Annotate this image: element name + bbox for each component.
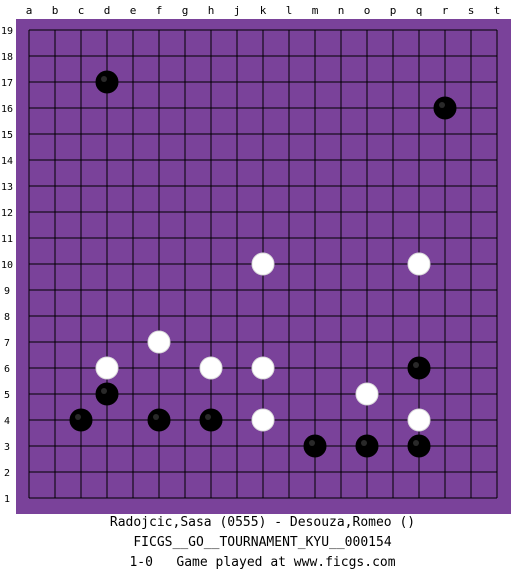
row-label-12: 12 bbox=[1, 208, 13, 219]
black-stone-f4 bbox=[147, 408, 171, 432]
black-stone-h4 bbox=[199, 408, 223, 432]
column-label-b: b bbox=[52, 4, 59, 17]
white-stone-d6 bbox=[95, 356, 119, 380]
black-stone-q6 bbox=[407, 356, 431, 380]
row-label-8: 8 bbox=[4, 312, 10, 323]
row-label-9: 9 bbox=[4, 286, 10, 297]
black-stone-c4 bbox=[69, 408, 93, 432]
column-label-j: j bbox=[234, 4, 241, 17]
row-label-11: 11 bbox=[1, 234, 13, 245]
column-label-m: m bbox=[312, 4, 319, 17]
white-stone-k10 bbox=[251, 252, 275, 276]
column-label-n: n bbox=[338, 4, 345, 17]
row-label-3: 3 bbox=[4, 442, 10, 453]
black-stone-highlight bbox=[153, 414, 159, 420]
white-stone-q10 bbox=[407, 252, 431, 276]
black-stone-r16 bbox=[433, 96, 457, 120]
black-stone-q3 bbox=[407, 434, 431, 458]
column-label-p: p bbox=[390, 4, 397, 17]
row-label-4: 4 bbox=[4, 416, 10, 427]
column-label-o: o bbox=[364, 4, 371, 17]
white-stone-f7 bbox=[147, 330, 171, 354]
black-stone-highlight bbox=[413, 440, 419, 446]
column-label-q: q bbox=[416, 4, 423, 17]
row-label-1: 1 bbox=[4, 494, 10, 505]
black-stone-highlight bbox=[101, 76, 107, 82]
black-stone-highlight bbox=[309, 440, 315, 446]
column-label-r: r bbox=[442, 4, 449, 17]
black-stone-highlight bbox=[75, 414, 81, 420]
row-label-16: 16 bbox=[1, 104, 13, 115]
column-label-g: g bbox=[182, 4, 189, 17]
row-label-7: 7 bbox=[4, 338, 10, 349]
row-label-6: 6 bbox=[4, 364, 10, 375]
white-stone-k4 bbox=[251, 408, 275, 432]
column-label-a: a bbox=[26, 4, 33, 17]
white-stone-h6 bbox=[199, 356, 223, 380]
row-label-13: 13 bbox=[1, 182, 13, 193]
column-label-f: f bbox=[156, 4, 163, 17]
column-label-s: s bbox=[468, 4, 475, 17]
black-stone-highlight bbox=[101, 388, 107, 394]
stones bbox=[69, 70, 457, 458]
players-caption: Radojcic,Sasa (0555) - Desouza,Romeo () bbox=[109, 515, 416, 530]
row-label-5: 5 bbox=[4, 390, 10, 401]
white-stone-o5 bbox=[355, 382, 379, 406]
column-label-k: k bbox=[260, 4, 267, 17]
black-stone-highlight bbox=[205, 414, 211, 420]
row-label-19: 19 bbox=[1, 26, 13, 37]
event-caption: FICGS__GO__TOURNAMENT_KYU__000154 bbox=[133, 535, 392, 550]
black-stone-highlight bbox=[439, 102, 445, 108]
white-stone-q4 bbox=[407, 408, 431, 432]
result-caption: 1-0 Game played at www.ficgs.com bbox=[129, 555, 396, 570]
row-label-2: 2 bbox=[4, 468, 10, 479]
column-label-h: h bbox=[208, 4, 215, 17]
black-stone-o3 bbox=[355, 434, 379, 458]
row-labels: 19 18 17 16 15 14 13 12 11 10 9 8 7 6 5 4 3 2 1 bbox=[1, 26, 13, 505]
row-label-18: 18 bbox=[1, 52, 13, 63]
column-label-e: e bbox=[130, 4, 137, 17]
column-label-c: c bbox=[78, 4, 85, 17]
row-label-14: 14 bbox=[1, 156, 13, 167]
row-label-17: 17 bbox=[1, 78, 13, 89]
column-label-t: t bbox=[494, 4, 501, 17]
row-label-10: 10 bbox=[1, 260, 13, 271]
black-stone-highlight bbox=[413, 362, 419, 368]
row-label-15: 15 bbox=[1, 130, 13, 141]
black-stone-highlight bbox=[361, 440, 367, 446]
black-stone-d17 bbox=[95, 70, 119, 94]
column-label-d: d bbox=[104, 4, 111, 17]
black-stone-d5 bbox=[95, 382, 119, 406]
black-stone-m3 bbox=[303, 434, 327, 458]
column-label-l: l bbox=[286, 4, 293, 17]
white-stone-k6 bbox=[251, 356, 275, 380]
